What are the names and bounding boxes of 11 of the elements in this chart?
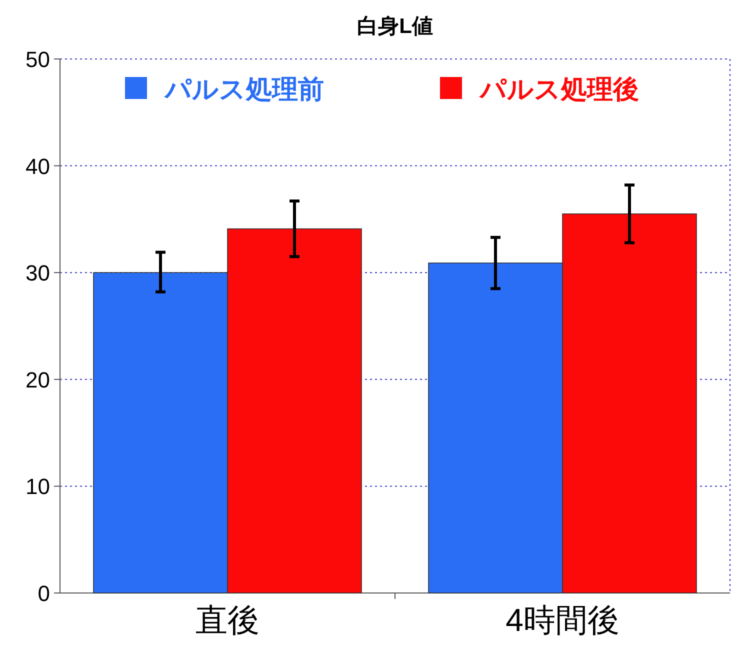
- y-tick-label: 20: [26, 367, 50, 392]
- chart-title: 白身L値: [357, 15, 433, 38]
- x-tick-label: 直後: [196, 602, 260, 638]
- y-tick-label: 30: [26, 260, 50, 286]
- y-tick-label: 40: [26, 154, 50, 179]
- y-tick-label: 0: [38, 581, 50, 606]
- x-tick-label: 4時間後: [506, 602, 620, 638]
- legend-label: パルス処理前: [163, 74, 324, 104]
- legend-label: パルス処理後: [478, 74, 639, 104]
- y-tick-label: 10: [26, 474, 50, 500]
- y-tick-label: 50: [26, 47, 50, 72]
